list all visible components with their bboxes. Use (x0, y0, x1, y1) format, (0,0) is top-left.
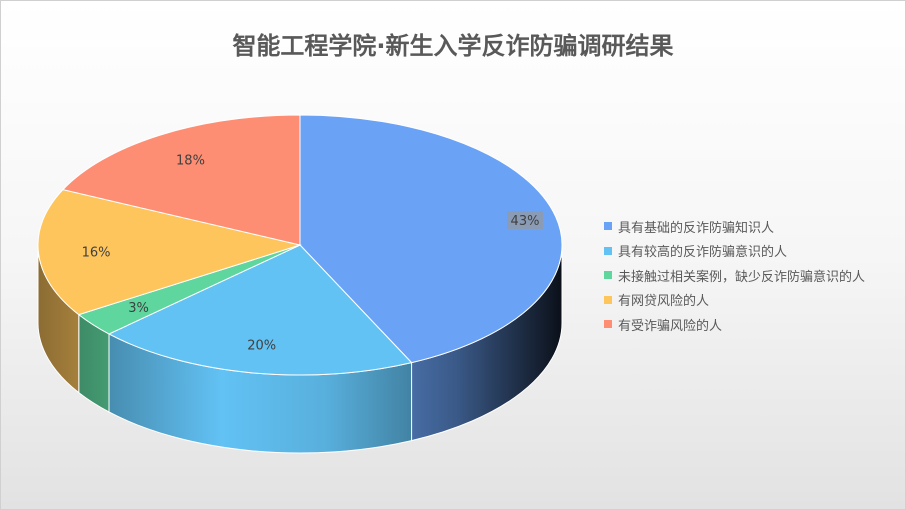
pie-slice-3[interactable] (37, 189, 302, 316)
legend-label: 有受诈骗风险的人 (618, 318, 723, 334)
legend-item[interactable]: 具有较高的反诈防骗意识的人 (604, 239, 865, 264)
legend-item[interactable]: 有受诈骗风险的人 (604, 312, 865, 337)
data-label: 43% (511, 214, 540, 229)
legend: 具有基础的反诈防骗知识人 具有较高的反诈防骗意识的人未接触过相关案例，缺少反诈防骗… (604, 214, 865, 337)
legend-label: 未接触过相关案例，缺少反诈防骗意识的人 (618, 269, 866, 285)
legend-swatch (604, 295, 612, 304)
legend-item[interactable]: 具有基础的反诈防骗知识人 (604, 214, 865, 239)
legend-swatch (604, 222, 612, 231)
legend-label: 具有较高的反诈防骗意识的人 (618, 245, 788, 261)
legend-item[interactable]: 未接触过相关案例，缺少反诈防骗意识的人 (604, 263, 865, 288)
data-label: 16% (82, 245, 111, 260)
data-label: 3% (128, 301, 149, 316)
legend-item[interactable]: 有网贷风险的人 (604, 288, 865, 313)
data-label: 18% (176, 153, 205, 168)
pie-slice-4[interactable] (61, 114, 301, 246)
data-label-highlight (507, 211, 544, 230)
pie-slice-1[interactable] (107, 244, 413, 376)
pie-slice-0[interactable] (299, 114, 563, 364)
legend-label: 具有基础的反诈防骗知识人 (618, 220, 775, 236)
legend-label: 有网贷风险的人 (618, 294, 710, 310)
data-label: 20% (247, 339, 276, 354)
legend-swatch (604, 271, 612, 280)
legend-swatch (604, 246, 612, 255)
legend-swatch (604, 320, 612, 329)
chart-title: 智能工程学院·新生入学反诈防骗调研结果 (232, 32, 674, 60)
